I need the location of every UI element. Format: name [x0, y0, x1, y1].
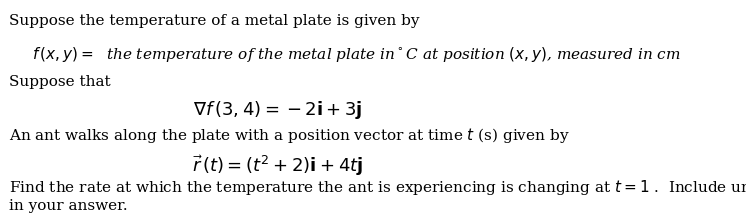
Text: $\vec{r}\,(t) = \left(t^2 + 2\right)\mathbf{i} + 4t\mathbf{j}$: $\vec{r}\,(t) = \left(t^2 + 2\right)\mat… [192, 153, 363, 178]
Text: $f\,(x, y) = \ $ the temperature of the metal plate in$^\circ$C at position $(x,: $f\,(x, y) = \ $ the temperature of the … [32, 45, 680, 64]
Text: Suppose the temperature of a metal plate is given by: Suppose the temperature of a metal plate… [8, 14, 419, 28]
Text: $\nabla f\,(3, 4) = -2\mathbf{i} + 3\mathbf{j}$: $\nabla f\,(3, 4) = -2\mathbf{i} + 3\mat… [192, 99, 363, 121]
Text: Suppose that: Suppose that [8, 75, 110, 89]
Text: Find the rate at which the temperature the ant is experiencing is changing at $t: Find the rate at which the temperature t… [8, 178, 746, 213]
Text: An ant walks along the plate with a position vector at time $t$ (s) given by: An ant walks along the plate with a posi… [8, 126, 569, 145]
